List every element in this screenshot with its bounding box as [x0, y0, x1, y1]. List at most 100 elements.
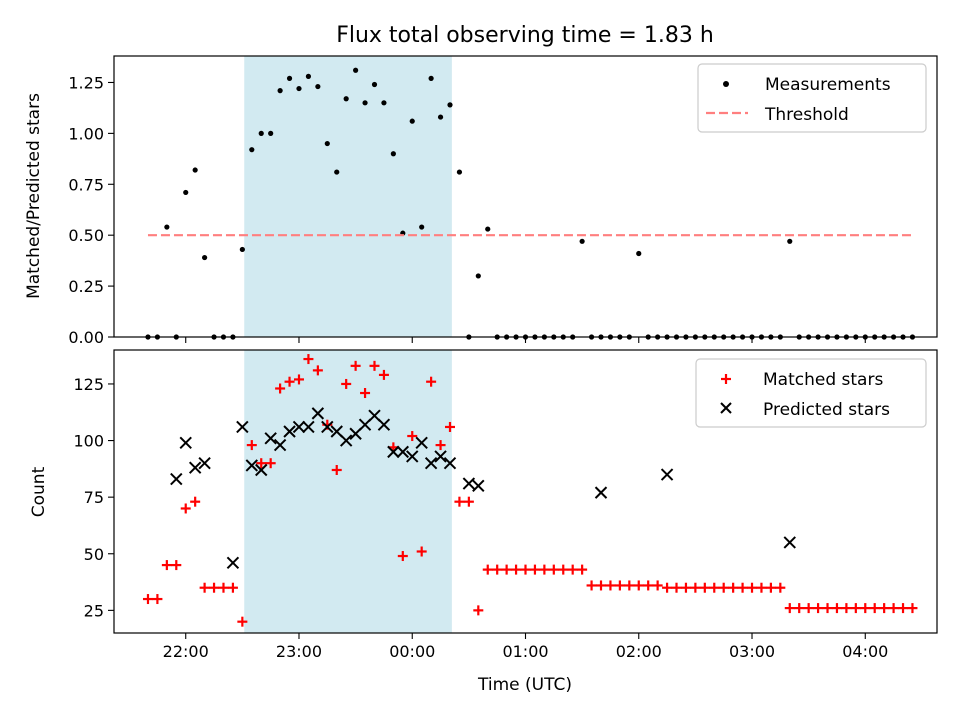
x-stroke [415, 436, 428, 450]
matched-star-point [237, 616, 248, 627]
matched-star-point [831, 603, 842, 614]
predicted-star-point [783, 536, 796, 549]
matched-star-point [680, 582, 691, 593]
measurement-point [428, 75, 434, 81]
x-tick-label: 22:00 [163, 642, 209, 661]
x-stroke [198, 456, 211, 470]
predicted-stars-legend-marker [720, 402, 732, 414]
legend: Measurements Threshold [697, 63, 927, 133]
matched-star-point [775, 582, 786, 593]
predicted-star-point [179, 436, 192, 450]
y-tick-label: 50 [84, 545, 104, 564]
x-stroke [358, 418, 372, 431]
matched-star-point [444, 421, 455, 432]
predicted-star-point [255, 463, 268, 477]
x-stroke [406, 450, 419, 463]
y-tick-label: 75 [84, 488, 104, 507]
y-tick-label: 1.25 [68, 73, 104, 92]
matched-star-point [548, 564, 559, 575]
measurement-point [390, 151, 396, 157]
matched-star-point [879, 603, 890, 614]
measurements-legend-marker [723, 81, 729, 87]
measurement-point [305, 73, 312, 79]
predicted-star-point [292, 420, 306, 434]
x-tick-label: 02:00 [616, 642, 662, 661]
matched-star-point [378, 369, 389, 380]
predicted-star-point [273, 438, 287, 452]
x-stroke [660, 468, 674, 481]
matched-star-point [567, 564, 578, 575]
matched-star-point [728, 582, 739, 593]
matched-star-point [180, 503, 191, 514]
predicted-star-point [415, 436, 428, 450]
x-stroke [783, 536, 796, 549]
x-tick-label: 04:00 [842, 642, 888, 661]
matched-star-point [586, 580, 597, 591]
matched-star-point [624, 580, 635, 591]
matched-star-point [199, 582, 210, 593]
x-stroke [424, 456, 438, 470]
measurement-point [268, 130, 274, 136]
matched-star-point [869, 603, 880, 614]
predicted-star-point [330, 425, 343, 438]
measurement-point [437, 114, 444, 120]
predicted-star-point [170, 472, 183, 486]
matched-star-point [152, 594, 163, 605]
measurement-point [456, 169, 463, 175]
matched-star-point [841, 603, 852, 614]
matched-star-point [765, 582, 776, 593]
measurement-point [353, 67, 359, 73]
matched-star-point [737, 582, 748, 593]
x-tick-label: 03:00 [729, 642, 775, 661]
matched-star-point [577, 564, 588, 575]
measurement-point [296, 85, 302, 92]
matched-star-point [246, 440, 257, 451]
matched-star-point [492, 564, 503, 575]
predicted-star-point [198, 456, 211, 470]
x-stroke [188, 461, 202, 474]
x-stroke [302, 420, 315, 434]
matched-star-point [671, 582, 682, 593]
matched-star-point [142, 594, 153, 605]
x-stroke [472, 479, 485, 493]
matched-star-point [888, 603, 899, 614]
matched-star-point [350, 360, 361, 371]
matched-star-point [454, 496, 465, 507]
matched-star-point [473, 605, 484, 616]
x-stroke [283, 425, 296, 438]
matched-star-point [256, 458, 267, 469]
matched-star-point [850, 603, 861, 614]
predicted-star-point [311, 407, 325, 420]
matched-star-point [747, 582, 758, 593]
measurement-point [324, 140, 330, 147]
x-stroke [368, 409, 381, 422]
matched-star-point [596, 580, 607, 591]
predicted-star-point [283, 425, 296, 438]
matched-star-point [794, 603, 805, 614]
matched-star-point [718, 582, 729, 593]
matched-star-point [784, 603, 795, 614]
matched-star-point [227, 582, 238, 593]
observing-span [244, 350, 452, 633]
matched-star-point [218, 582, 229, 593]
matched-star-point [284, 376, 295, 387]
matched-star-point [907, 603, 918, 614]
predicted-star-point [349, 427, 362, 440]
matched-star-point [803, 603, 814, 614]
matched-star-point [426, 376, 437, 387]
measurement-point [419, 224, 425, 230]
measurement-point [381, 100, 387, 106]
matched-star-point [293, 374, 304, 385]
predicted-star-point [406, 450, 419, 463]
predicted-star-point [321, 420, 334, 434]
observing-span [244, 56, 452, 337]
predicted-star-point [368, 409, 381, 422]
matched-star-point [614, 580, 625, 591]
measurement-point [164, 224, 170, 230]
matched-star-point [369, 360, 380, 371]
matched-star-point [190, 496, 201, 507]
x-stroke [377, 418, 391, 431]
predicted-star-point [424, 456, 438, 470]
measurement-point [277, 88, 283, 94]
predicted-star-point [387, 445, 400, 459]
